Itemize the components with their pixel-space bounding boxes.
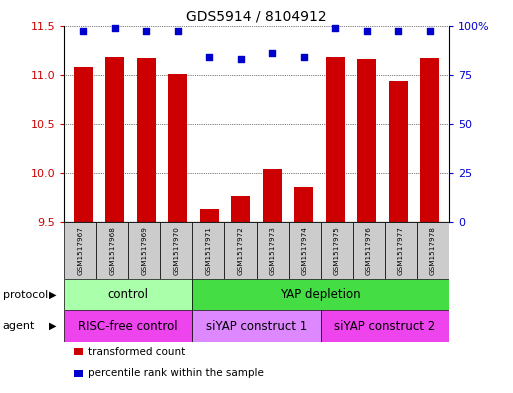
Bar — [96, 222, 128, 279]
Bar — [73, 67, 92, 222]
Text: protocol: protocol — [3, 290, 48, 300]
Text: GSM1517969: GSM1517969 — [141, 226, 147, 275]
Text: siYAP construct 1: siYAP construct 1 — [206, 320, 307, 333]
Bar — [200, 209, 219, 222]
Bar — [160, 222, 192, 279]
Text: YAP depletion: YAP depletion — [280, 288, 361, 301]
Text: GSM1517968: GSM1517968 — [109, 226, 115, 275]
Point — [110, 24, 119, 31]
Bar — [417, 222, 449, 279]
Point — [300, 54, 308, 60]
Bar — [225, 222, 256, 279]
Text: GSM1517972: GSM1517972 — [238, 226, 244, 275]
Text: GSM1517967: GSM1517967 — [77, 226, 83, 275]
Point — [426, 28, 434, 35]
Text: GSM1517971: GSM1517971 — [205, 226, 211, 275]
Text: ▶: ▶ — [49, 290, 56, 300]
Bar — [421, 58, 440, 222]
Bar — [192, 310, 321, 342]
Bar — [385, 222, 417, 279]
Text: GSM1517976: GSM1517976 — [366, 226, 372, 275]
Bar — [294, 187, 313, 222]
Point — [142, 28, 150, 35]
Bar — [64, 310, 192, 342]
Text: GSM1517975: GSM1517975 — [333, 226, 340, 275]
Bar — [358, 59, 377, 222]
Point — [236, 56, 245, 62]
Point — [173, 28, 182, 35]
Bar — [321, 222, 353, 279]
Text: GDS5914 / 8104912: GDS5914 / 8104912 — [186, 10, 327, 24]
Bar — [353, 222, 385, 279]
Bar — [326, 57, 345, 222]
Point — [205, 54, 213, 60]
Text: GSM1517973: GSM1517973 — [269, 226, 275, 275]
Text: GSM1517974: GSM1517974 — [302, 226, 308, 275]
Point — [268, 50, 277, 56]
Point — [394, 28, 403, 35]
Bar — [256, 222, 288, 279]
Bar — [288, 222, 321, 279]
Bar — [192, 222, 225, 279]
Text: GSM1517978: GSM1517978 — [430, 226, 436, 275]
Bar — [263, 169, 282, 222]
Text: percentile rank within the sample: percentile rank within the sample — [88, 368, 264, 378]
Text: RISC-free control: RISC-free control — [78, 320, 178, 333]
Bar — [192, 279, 449, 310]
Bar — [105, 57, 124, 222]
Text: control: control — [108, 288, 149, 301]
Bar — [389, 81, 408, 222]
Bar — [128, 222, 160, 279]
Point — [331, 24, 340, 31]
Bar — [231, 195, 250, 222]
Text: ▶: ▶ — [49, 321, 56, 331]
Bar — [64, 222, 96, 279]
Text: GSM1517970: GSM1517970 — [173, 226, 180, 275]
Bar — [64, 279, 192, 310]
Text: agent: agent — [3, 321, 35, 331]
Text: transformed count: transformed count — [88, 347, 186, 357]
Text: GSM1517977: GSM1517977 — [398, 226, 404, 275]
Bar — [321, 310, 449, 342]
Point — [363, 28, 371, 35]
Bar — [168, 73, 187, 222]
Text: siYAP construct 2: siYAP construct 2 — [334, 320, 436, 333]
Point — [79, 28, 87, 35]
Bar — [136, 58, 155, 222]
